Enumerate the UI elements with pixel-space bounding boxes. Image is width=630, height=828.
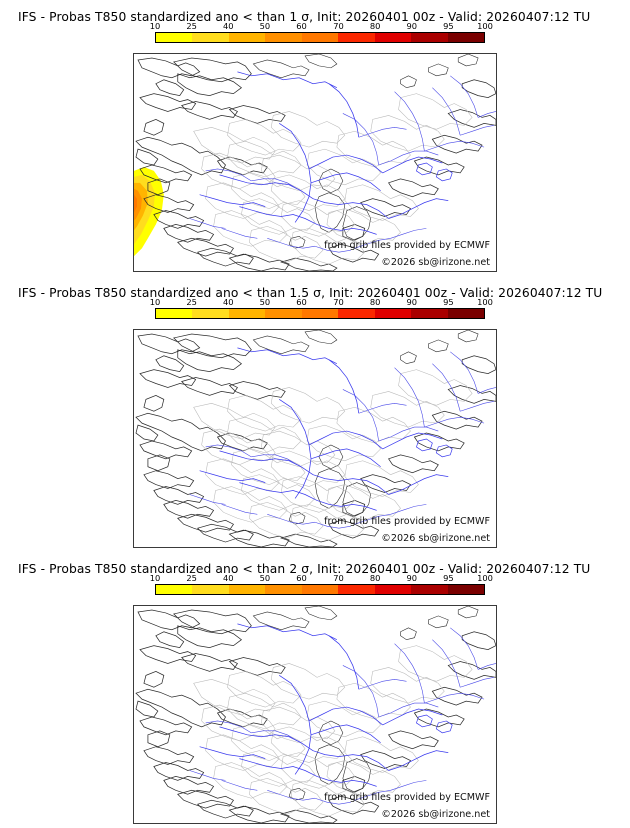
colorbar-tick-70: 70 bbox=[333, 297, 344, 307]
colorbar-tick-10: 10 bbox=[149, 297, 161, 307]
panel-3-title: IFS - Probas T850 standardized ano < tha… bbox=[18, 562, 591, 576]
rivers-3 bbox=[189, 623, 496, 805]
credit-copyright-2: ©2026 sb@irizone.net bbox=[381, 533, 490, 544]
colorbar-tick-50: 50 bbox=[259, 297, 271, 307]
colorbar-tick-80: 80 bbox=[369, 297, 381, 307]
colorbar-tick-10: 10 bbox=[149, 21, 161, 31]
panel-1-colorbar: 10 25 40 50 60 70 80 90 95 100 bbox=[150, 21, 493, 44]
colorbar-swatch-3 bbox=[265, 33, 302, 42]
map-canvas-3 bbox=[135, 606, 496, 823]
credit-copyright-1: ©2026 sb@irizone.net bbox=[381, 257, 490, 268]
admin-boundaries-1 bbox=[193, 93, 473, 265]
colorbar-tick-100: 100 bbox=[477, 21, 493, 31]
colorbar-tick-40: 40 bbox=[222, 573, 234, 583]
colorbar-swatch-7 bbox=[411, 309, 448, 318]
colorbar-ticks-1: 10 25 40 50 60 70 80 90 95 100 bbox=[150, 21, 493, 32]
forecast-panel-2: IFS - Probas T850 standardized ano < tha… bbox=[0, 276, 630, 552]
colorbar-tick-70: 70 bbox=[333, 21, 344, 31]
colorbar-ticks-3: 10 25 40 50 60 70 80 90 95 100 bbox=[150, 573, 493, 584]
colorbar-tick-80: 80 bbox=[369, 21, 381, 31]
colorbar-swatch-7 bbox=[411, 585, 448, 594]
colorbar-swatch-1 bbox=[192, 585, 229, 594]
panel-1-map: from grib files provided by ECMWF ©2026 … bbox=[133, 53, 497, 272]
colorbar-swatch-2 bbox=[228, 33, 266, 42]
colorbar-swatch-6 bbox=[374, 309, 412, 318]
rivers-2 bbox=[189, 347, 496, 529]
colorbar-tick-25: 25 bbox=[186, 573, 197, 583]
colorbar-swatch-0 bbox=[156, 33, 193, 42]
colorbar-tick-70: 70 bbox=[333, 573, 344, 583]
colorbar-tick-90: 90 bbox=[406, 297, 418, 307]
colorbar-swatch-2 bbox=[228, 585, 266, 594]
colorbar-tick-90: 90 bbox=[406, 21, 418, 31]
colorbar-swatch-6 bbox=[374, 585, 412, 594]
coastlines-1 bbox=[135, 54, 496, 271]
colorbar-swatch-3 bbox=[265, 585, 302, 594]
colorbar-tick-50: 50 bbox=[259, 21, 271, 31]
colorbar-swatch-2 bbox=[228, 309, 266, 318]
credit-grib-2: from grib files provided by ECMWF bbox=[324, 516, 490, 527]
panel-2-title: IFS - Probas T850 standardized ano < tha… bbox=[18, 286, 603, 300]
colorbar-swatch-4 bbox=[301, 33, 339, 42]
coastlines-2 bbox=[135, 330, 496, 547]
colorbar-gradient-3 bbox=[155, 584, 485, 595]
colorbar-tick-40: 40 bbox=[222, 21, 234, 31]
colorbar-tick-60: 60 bbox=[296, 21, 307, 31]
credit-grib-1: from grib files provided by ECMWF bbox=[324, 240, 490, 251]
colorbar-swatch-5 bbox=[338, 585, 375, 594]
colorbar-swatch-8 bbox=[447, 309, 484, 318]
colorbar-swatch-6 bbox=[374, 33, 412, 42]
coastlines-3 bbox=[135, 606, 496, 823]
colorbar-swatch-8 bbox=[447, 585, 484, 594]
forecast-panel-3: IFS - Probas T850 standardized ano < tha… bbox=[0, 552, 630, 828]
colorbar-tick-100: 100 bbox=[477, 573, 493, 583]
admin-boundaries-2 bbox=[193, 369, 473, 541]
colorbar-tick-90: 90 bbox=[406, 573, 418, 583]
colorbar-swatch-1 bbox=[192, 33, 229, 42]
map-canvas-2 bbox=[135, 330, 496, 547]
rivers-1 bbox=[189, 71, 496, 253]
panel-2-map: from grib files provided by ECMWF ©2026 … bbox=[133, 329, 497, 548]
admin-boundaries-3 bbox=[193, 645, 473, 817]
colorbar-tick-95: 95 bbox=[443, 573, 454, 583]
colorbar-tick-10: 10 bbox=[149, 573, 161, 583]
panel-2-colorbar: 10 25 40 50 60 70 80 90 95 100 bbox=[150, 297, 493, 320]
colorbar-ticks-2: 10 25 40 50 60 70 80 90 95 100 bbox=[150, 297, 493, 308]
colorbar-tick-100: 100 bbox=[477, 297, 493, 307]
colorbar-tick-60: 60 bbox=[296, 573, 307, 583]
colorbar-swatch-4 bbox=[301, 585, 339, 594]
colorbar-swatch-0 bbox=[156, 309, 193, 318]
colorbar-gradient-1 bbox=[155, 32, 485, 43]
colorbar-swatch-0 bbox=[156, 585, 193, 594]
colorbar-tick-95: 95 bbox=[443, 297, 454, 307]
colorbar-tick-60: 60 bbox=[296, 297, 307, 307]
forecast-panel-1: IFS - Probas T850 standardized ano < tha… bbox=[0, 0, 630, 276]
colorbar-swatch-7 bbox=[411, 33, 448, 42]
colorbar-swatch-5 bbox=[338, 309, 375, 318]
colorbar-gradient-2 bbox=[155, 308, 485, 319]
colorbar-tick-95: 95 bbox=[443, 21, 454, 31]
colorbar-swatch-1 bbox=[192, 309, 229, 318]
colorbar-tick-50: 50 bbox=[259, 573, 271, 583]
colorbar-swatch-3 bbox=[265, 309, 302, 318]
panel-1-title: IFS - Probas T850 standardized ano < tha… bbox=[18, 10, 591, 24]
colorbar-swatch-4 bbox=[301, 309, 339, 318]
credit-grib-3: from grib files provided by ECMWF bbox=[324, 792, 490, 803]
colorbar-swatch-5 bbox=[338, 33, 375, 42]
colorbar-tick-25: 25 bbox=[186, 21, 197, 31]
panel-3-colorbar: 10 25 40 50 60 70 80 90 95 100 bbox=[150, 573, 493, 596]
colorbar-tick-25: 25 bbox=[186, 297, 197, 307]
map-canvas-1 bbox=[134, 54, 496, 271]
colorbar-tick-40: 40 bbox=[222, 297, 234, 307]
credit-copyright-3: ©2026 sb@irizone.net bbox=[381, 809, 490, 820]
colorbar-swatch-8 bbox=[447, 33, 484, 42]
colorbar-tick-80: 80 bbox=[369, 573, 381, 583]
panel-3-map: from grib files provided by ECMWF ©2026 … bbox=[133, 605, 497, 824]
probability-shading-1 bbox=[134, 166, 164, 257]
